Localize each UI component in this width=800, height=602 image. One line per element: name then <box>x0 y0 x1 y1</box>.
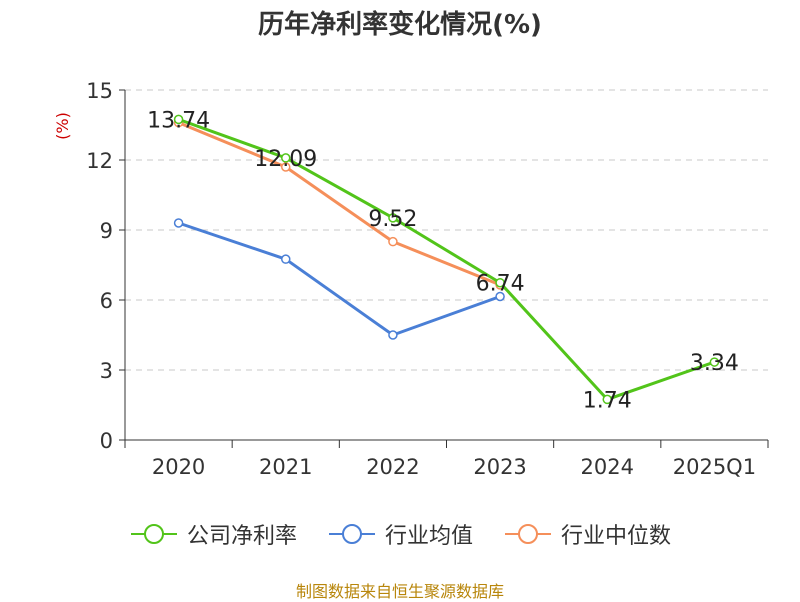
data-point <box>495 291 505 302</box>
source-note: 制图数据来自恒生聚源数据库 <box>295 582 504 601</box>
data-point <box>388 330 398 340</box>
legend-item[interactable]: 公司净利率 <box>129 518 297 550</box>
legend-swatch-marker <box>143 524 164 544</box>
data-label: 6.74 <box>476 272 525 297</box>
legend-swatch-marker <box>341 524 362 544</box>
data-point <box>709 357 720 367</box>
legend-item[interactable]: 行业中位数 <box>503 518 671 550</box>
data-point <box>388 213 398 223</box>
y-tick-label: 0 <box>100 429 113 453</box>
data-point <box>388 236 398 247</box>
data-label: 1.74 <box>583 388 632 413</box>
legend-swatch-marker <box>518 524 538 544</box>
legend-swatch-icon <box>505 524 551 544</box>
data-point <box>173 218 184 228</box>
data-point <box>173 114 184 125</box>
x-tick-label: 2021 <box>259 455 312 479</box>
legend-label: 行业中位数 <box>561 524 672 549</box>
y-tick-label: 12 <box>86 149 113 173</box>
y-tick-label: 15 <box>86 79 113 103</box>
y-tick-label: 9 <box>100 219 113 243</box>
data-label: 13.74 <box>147 108 210 133</box>
data-point <box>281 153 291 163</box>
y-tick-label: 6 <box>100 289 113 313</box>
x-tick-label: 2022 <box>366 455 419 479</box>
legend-swatch-icon <box>328 524 375 544</box>
data-label: 3.34 <box>690 351 739 376</box>
y-tick-label: 3 <box>100 359 113 383</box>
x-tick-label: 2025Q1 <box>673 455 756 479</box>
y-axis-label: (%) <box>53 112 72 140</box>
x-tick-label: 2023 <box>473 455 526 479</box>
data-point <box>281 254 291 264</box>
series-line <box>178 221 501 337</box>
data-point <box>281 162 291 172</box>
legend-label: 公司净利率 <box>186 524 297 549</box>
data-label: 12.09 <box>254 147 317 172</box>
data-point <box>602 394 612 405</box>
data-label: 9.52 <box>368 207 417 232</box>
x-tick-label: 2020 <box>152 455 205 479</box>
legend-swatch-icon <box>130 524 177 544</box>
legend-label: 行业均值 <box>384 524 473 549</box>
legend: 公司净利率 行业均值 行业中位数 <box>0 518 800 550</box>
data-point <box>495 277 505 288</box>
series-line <box>178 121 501 287</box>
x-tick-label: 2024 <box>581 455 634 479</box>
legend-item[interactable]: 行业均值 <box>327 518 473 550</box>
series-line <box>178 117 715 401</box>
chart-title: 历年净利率变化情况(%) <box>258 10 542 40</box>
